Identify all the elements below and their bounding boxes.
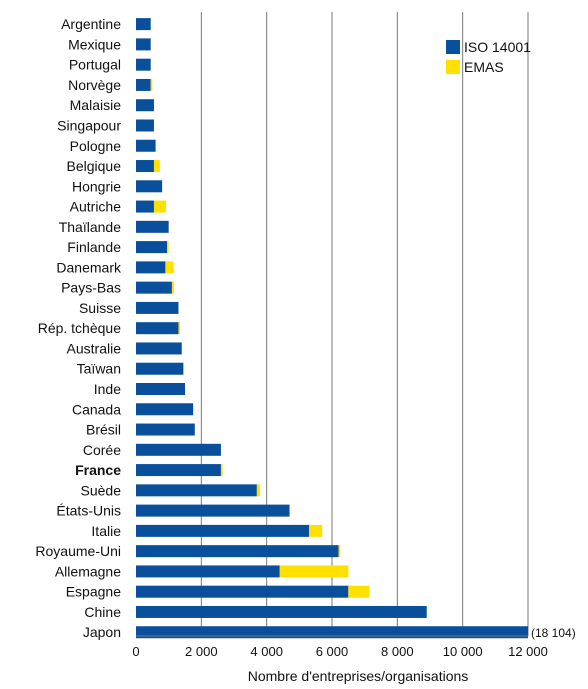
legend-label: ISO 14001 bbox=[464, 39, 531, 55]
bar-iso-14001-danemark bbox=[136, 261, 166, 274]
bar-emas-norvege bbox=[150, 78, 153, 91]
category-label: Japon bbox=[83, 624, 121, 640]
category-label: Corée bbox=[83, 442, 121, 458]
x-tick-label: 2 000 bbox=[185, 644, 218, 659]
category-label: Norvège bbox=[68, 77, 121, 93]
bar-emas-suede bbox=[256, 484, 261, 497]
bar-annotation: (18 104) bbox=[531, 626, 576, 640]
bar-iso-14001-italie bbox=[136, 524, 310, 537]
category-label: Pays-Bas bbox=[61, 280, 121, 296]
bar-iso-14001-taiwan bbox=[136, 362, 184, 375]
bar-iso-14001-allemagne bbox=[136, 565, 280, 578]
bar-iso-14001-coree bbox=[136, 443, 221, 456]
bar-iso-14001-finlande bbox=[136, 241, 168, 254]
category-label: Taïwan bbox=[77, 361, 121, 377]
bar-emas-royaume-uni bbox=[338, 545, 341, 558]
category-label: États-Unis bbox=[56, 503, 121, 519]
bar-emas-pays-bas bbox=[171, 281, 174, 294]
category-label: Suisse bbox=[79, 300, 121, 316]
category-label: Argentine bbox=[61, 16, 121, 32]
bar-iso-14001-malaisie bbox=[136, 99, 154, 112]
bar-iso-14001-canada bbox=[136, 403, 194, 416]
category-label: Allemagne bbox=[55, 563, 121, 579]
category-label: Espagne bbox=[66, 584, 121, 600]
category-label: Thaïlande bbox=[59, 219, 121, 235]
bar-iso-14001-portugal bbox=[136, 58, 151, 71]
category-label: Danemark bbox=[56, 259, 122, 275]
bar-iso-14001-hongrie bbox=[136, 180, 163, 193]
category-label: Suède bbox=[81, 482, 122, 498]
bar-emas-italie bbox=[309, 524, 323, 537]
category-label: Singapour bbox=[57, 117, 121, 133]
bar-emas-rep-tcheque bbox=[178, 322, 181, 335]
bar-iso-14001-bresil bbox=[136, 423, 195, 436]
category-label: Inde bbox=[94, 381, 121, 397]
bar-iso-14001-espagne bbox=[136, 585, 349, 598]
x-axis-title: Nombre d'entreprises/organisations bbox=[248, 668, 469, 684]
category-label: Portugal bbox=[69, 57, 121, 73]
x-tick-label: 4 000 bbox=[250, 644, 283, 659]
category-label: Belgique bbox=[67, 158, 122, 174]
bar-iso-14001-etats-unis bbox=[136, 504, 290, 517]
bar-iso-14001-pologne bbox=[136, 139, 156, 152]
category-label: Finlande bbox=[67, 239, 121, 255]
bar-emas-finlande bbox=[167, 241, 169, 254]
bar-iso-14001-royaume-uni bbox=[136, 545, 339, 558]
bar-iso-14001-suede bbox=[136, 484, 257, 497]
bar-iso-14001-australie bbox=[136, 342, 182, 355]
category-label: Australie bbox=[67, 340, 122, 356]
bar-emas-espagne bbox=[348, 585, 370, 598]
bar-iso-14001-inde bbox=[136, 382, 185, 395]
bar-iso-14001-rep-tcheque bbox=[136, 322, 179, 335]
legend-swatch bbox=[446, 60, 460, 74]
legend-label: EMAS bbox=[464, 59, 504, 75]
category-label: France bbox=[75, 462, 121, 478]
x-tick-label: 8 000 bbox=[381, 644, 414, 659]
bar-iso-14001-autriche bbox=[136, 200, 154, 213]
bar-emas-autriche bbox=[153, 200, 167, 213]
bar-emas-allemagne bbox=[279, 565, 349, 578]
category-label: Pologne bbox=[70, 138, 122, 154]
bar-iso-14001-singapour bbox=[136, 119, 154, 132]
category-label: Royaume-Uni bbox=[35, 543, 121, 559]
category-label: Mexique bbox=[68, 36, 121, 52]
category-label: Chine bbox=[84, 604, 121, 620]
bar-iso-14001-pays-bas bbox=[136, 281, 172, 294]
category-label: Autriche bbox=[70, 199, 122, 215]
bar-iso-14001-suisse bbox=[136, 301, 179, 314]
category-label: Rép. tchèque bbox=[38, 320, 121, 336]
bar-iso-14001-thailande bbox=[136, 220, 169, 233]
bar-iso-14001-belgique bbox=[136, 160, 154, 173]
category-label: Italie bbox=[91, 523, 121, 539]
bar-emas-belgique bbox=[153, 160, 160, 173]
category-label: Hongrie bbox=[72, 178, 121, 194]
legend-swatch bbox=[446, 40, 460, 54]
bar-emas-france bbox=[220, 464, 223, 477]
bar-emas-danemark bbox=[165, 261, 174, 274]
bar-iso-14001-france bbox=[136, 464, 221, 477]
bar-iso-14001-japon bbox=[136, 626, 528, 639]
x-tick-label: 0 bbox=[132, 644, 139, 659]
x-tick-label: 12 000 bbox=[508, 644, 548, 659]
bar-iso-14001-norvege bbox=[136, 78, 151, 91]
x-tick-label: 6 000 bbox=[316, 644, 349, 659]
bar-iso-14001-chine bbox=[136, 605, 427, 618]
x-tick-label: 10 000 bbox=[443, 644, 483, 659]
category-label: Canada bbox=[72, 401, 121, 417]
category-label: Brésil bbox=[86, 422, 121, 438]
bar-iso-14001-mexique bbox=[136, 38, 151, 51]
category-label: Malaisie bbox=[70, 97, 122, 113]
bar-iso-14001-argentine bbox=[136, 18, 151, 31]
